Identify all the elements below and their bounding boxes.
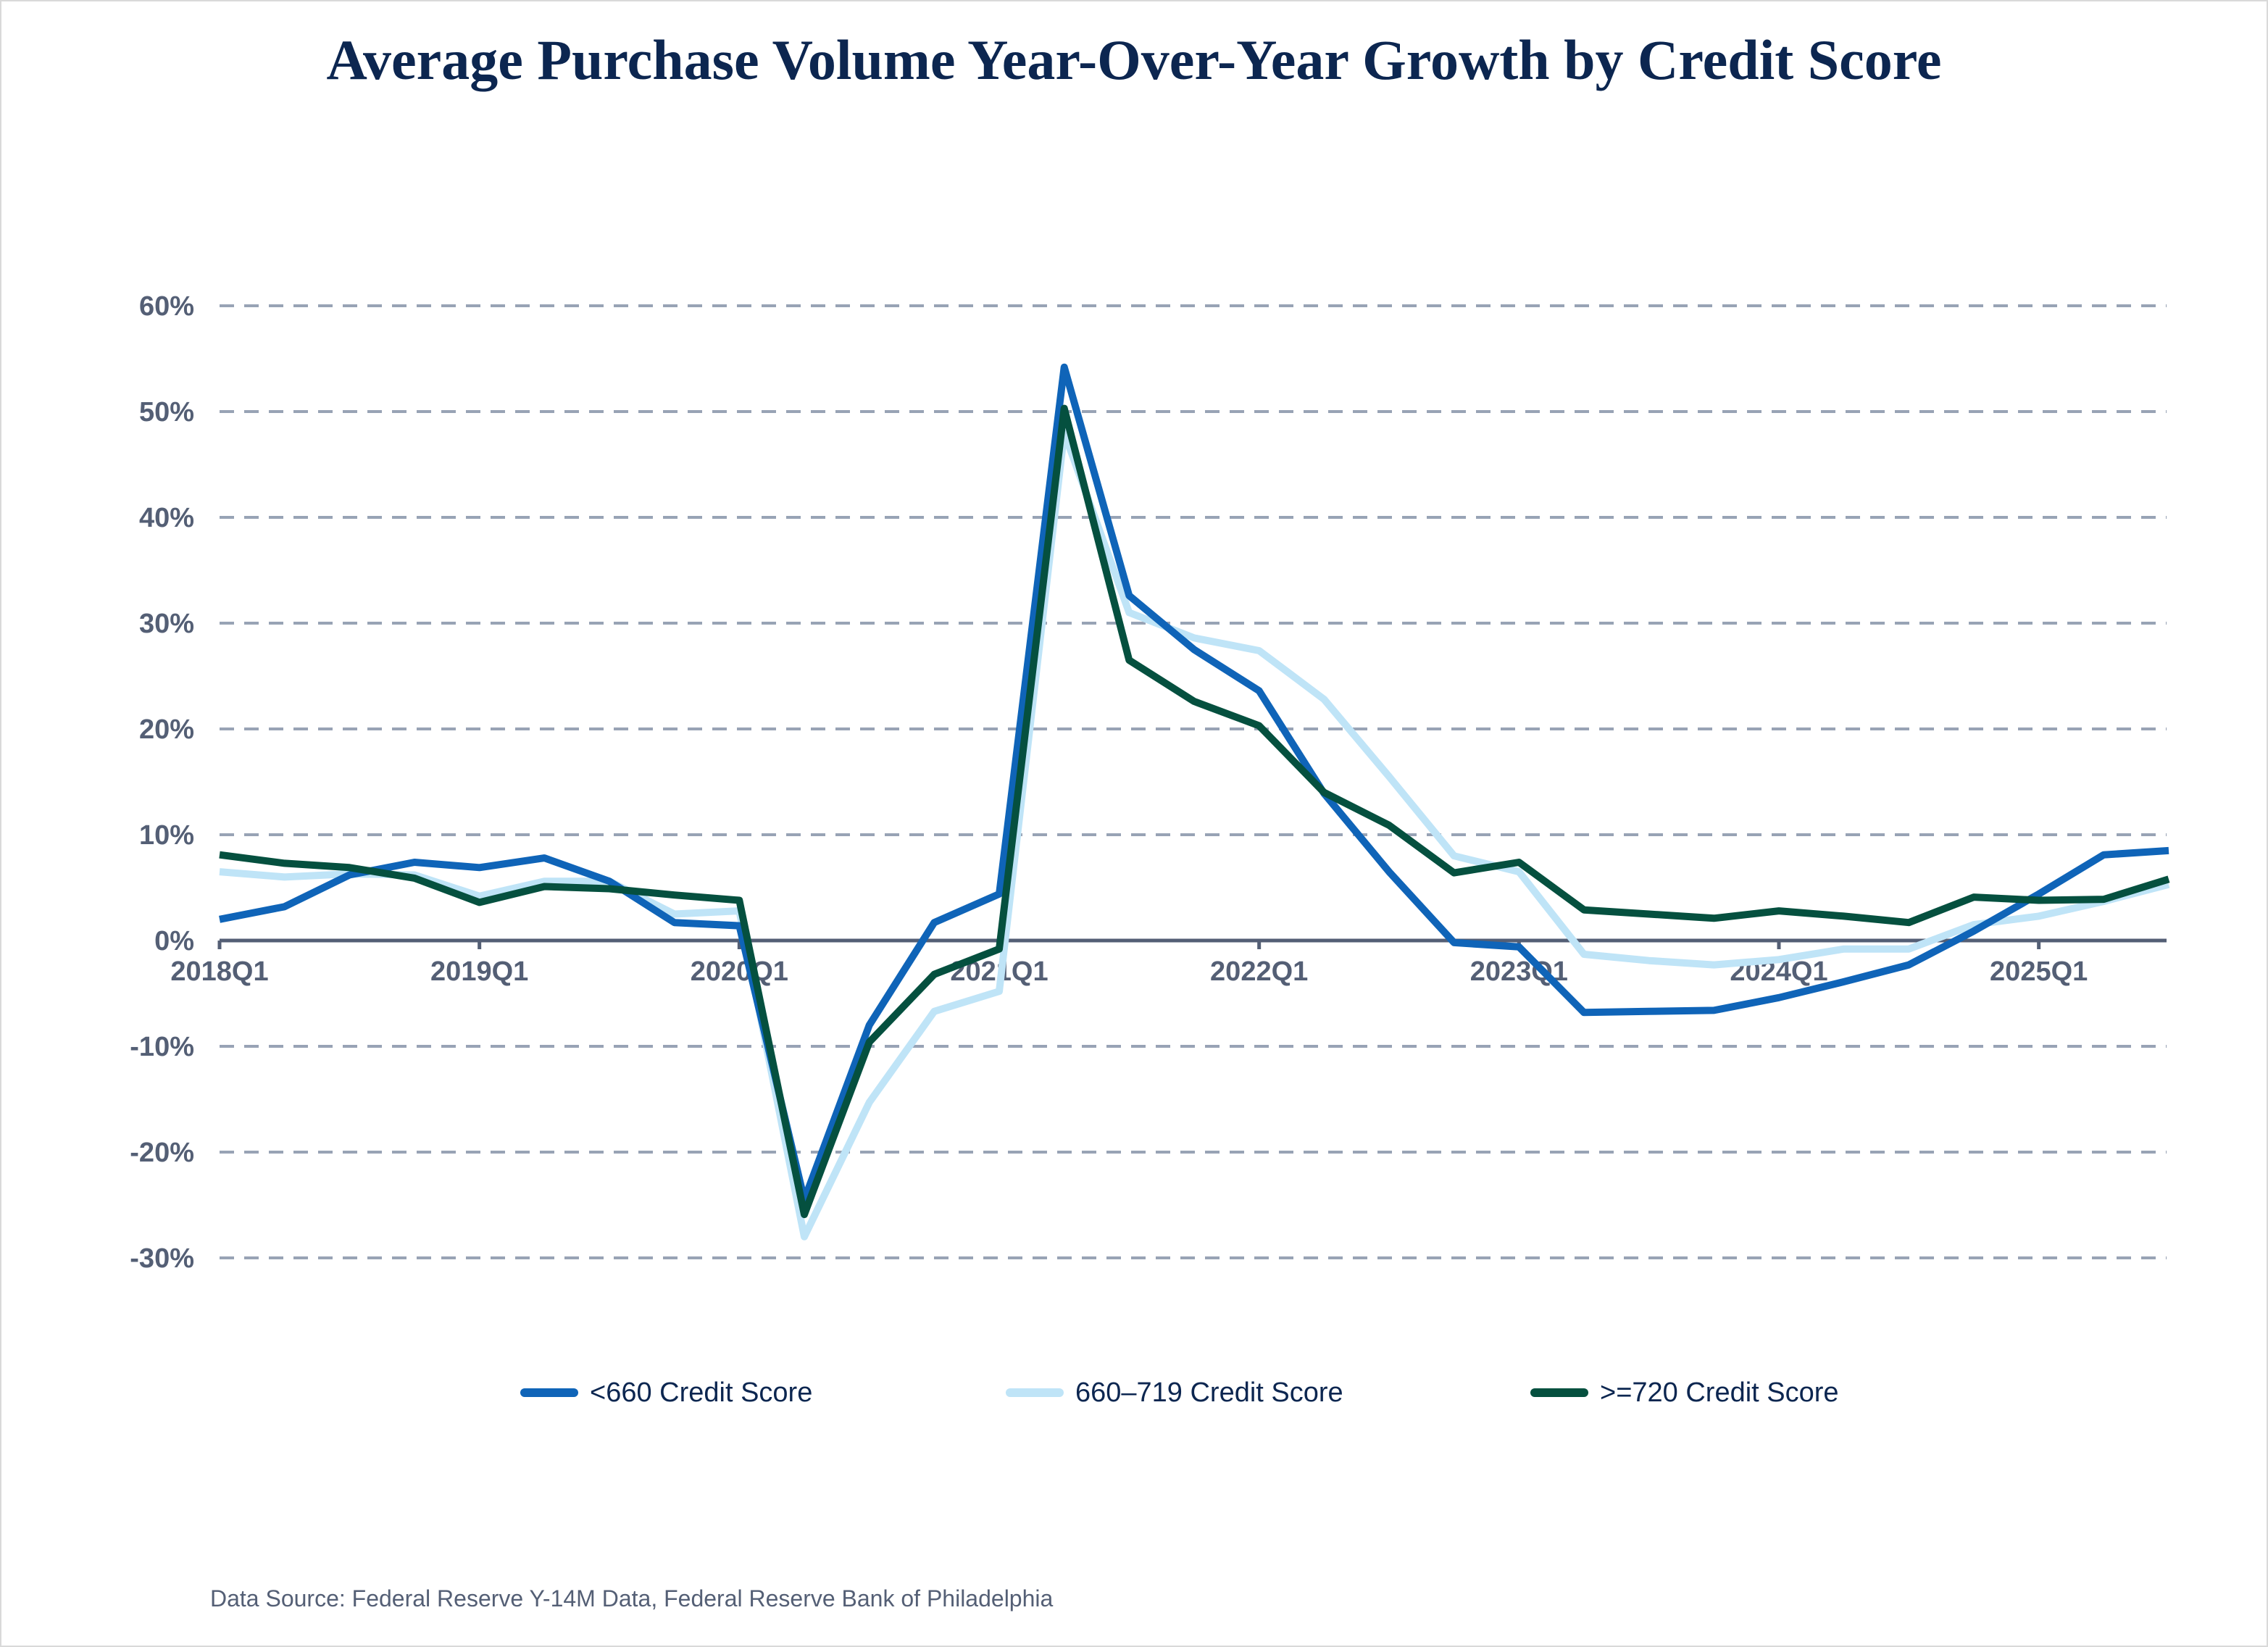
y-tick-label: 0% <box>154 926 194 956</box>
y-tick-label: -10% <box>130 1032 194 1062</box>
legend-item-720-plus[interactable]: >=720 Credit Score <box>1530 1371 1839 1414</box>
legend-item-660-719[interactable]: 660–719 Credit Score <box>1006 1371 1343 1414</box>
series-line-660-719 <box>219 429 2170 1241</box>
x-tick-label: 2020Q1 <box>691 956 788 987</box>
y-tick-label: 60% <box>139 291 194 322</box>
x-tick-label: 2018Q1 <box>170 956 268 987</box>
series-line-below-660 <box>219 363 2169 1204</box>
data-source-note: Data Source: Federal Reserve Y-14M Data,… <box>210 1585 1054 1611</box>
series-line-720-plus <box>219 404 2170 1219</box>
legend-swatch-below-660 <box>520 1388 578 1397</box>
x-tick-label: 2025Q1 <box>1990 956 2088 987</box>
y-tick-label: 30% <box>139 609 194 639</box>
y-tick-label: -20% <box>130 1138 194 1168</box>
y-tick-label: 20% <box>139 714 194 745</box>
series-lines <box>219 363 2170 1241</box>
y-tick-label: 40% <box>139 503 194 533</box>
y-axis-ticks: 60% 50% 40% 30% 20% 10% 0% -10% -20% -30% <box>130 291 194 1274</box>
legend-item-below-660[interactable]: <660 Credit Score <box>520 1371 812 1414</box>
legend-swatch-720-plus <box>1530 1388 1588 1397</box>
legend-label: >=720 Credit Score <box>1600 1377 1839 1408</box>
gridlines <box>220 304 2167 1259</box>
x-tick-label: 2019Q1 <box>430 956 528 987</box>
chart-title: Average Purchase Volume Year-Over-Year G… <box>326 28 1942 91</box>
y-tick-label: -30% <box>130 1243 194 1274</box>
legend-swatch-660-719 <box>1006 1388 1064 1397</box>
y-tick-label: 50% <box>139 397 194 428</box>
legend-label: 660–719 Credit Score <box>1075 1377 1343 1408</box>
legend-label: <660 Credit Score <box>590 1377 813 1408</box>
y-tick-label: 10% <box>139 820 194 851</box>
legend: <660 Credit Score 660–719 Credit Score >… <box>0 1371 2268 1414</box>
x-tick-label: 2022Q1 <box>1210 956 1308 987</box>
x-axis-ticks: 2018Q1 2019Q1 2020Q1 2021Q1 2022Q1 2023Q1 2024… <box>170 941 2088 987</box>
